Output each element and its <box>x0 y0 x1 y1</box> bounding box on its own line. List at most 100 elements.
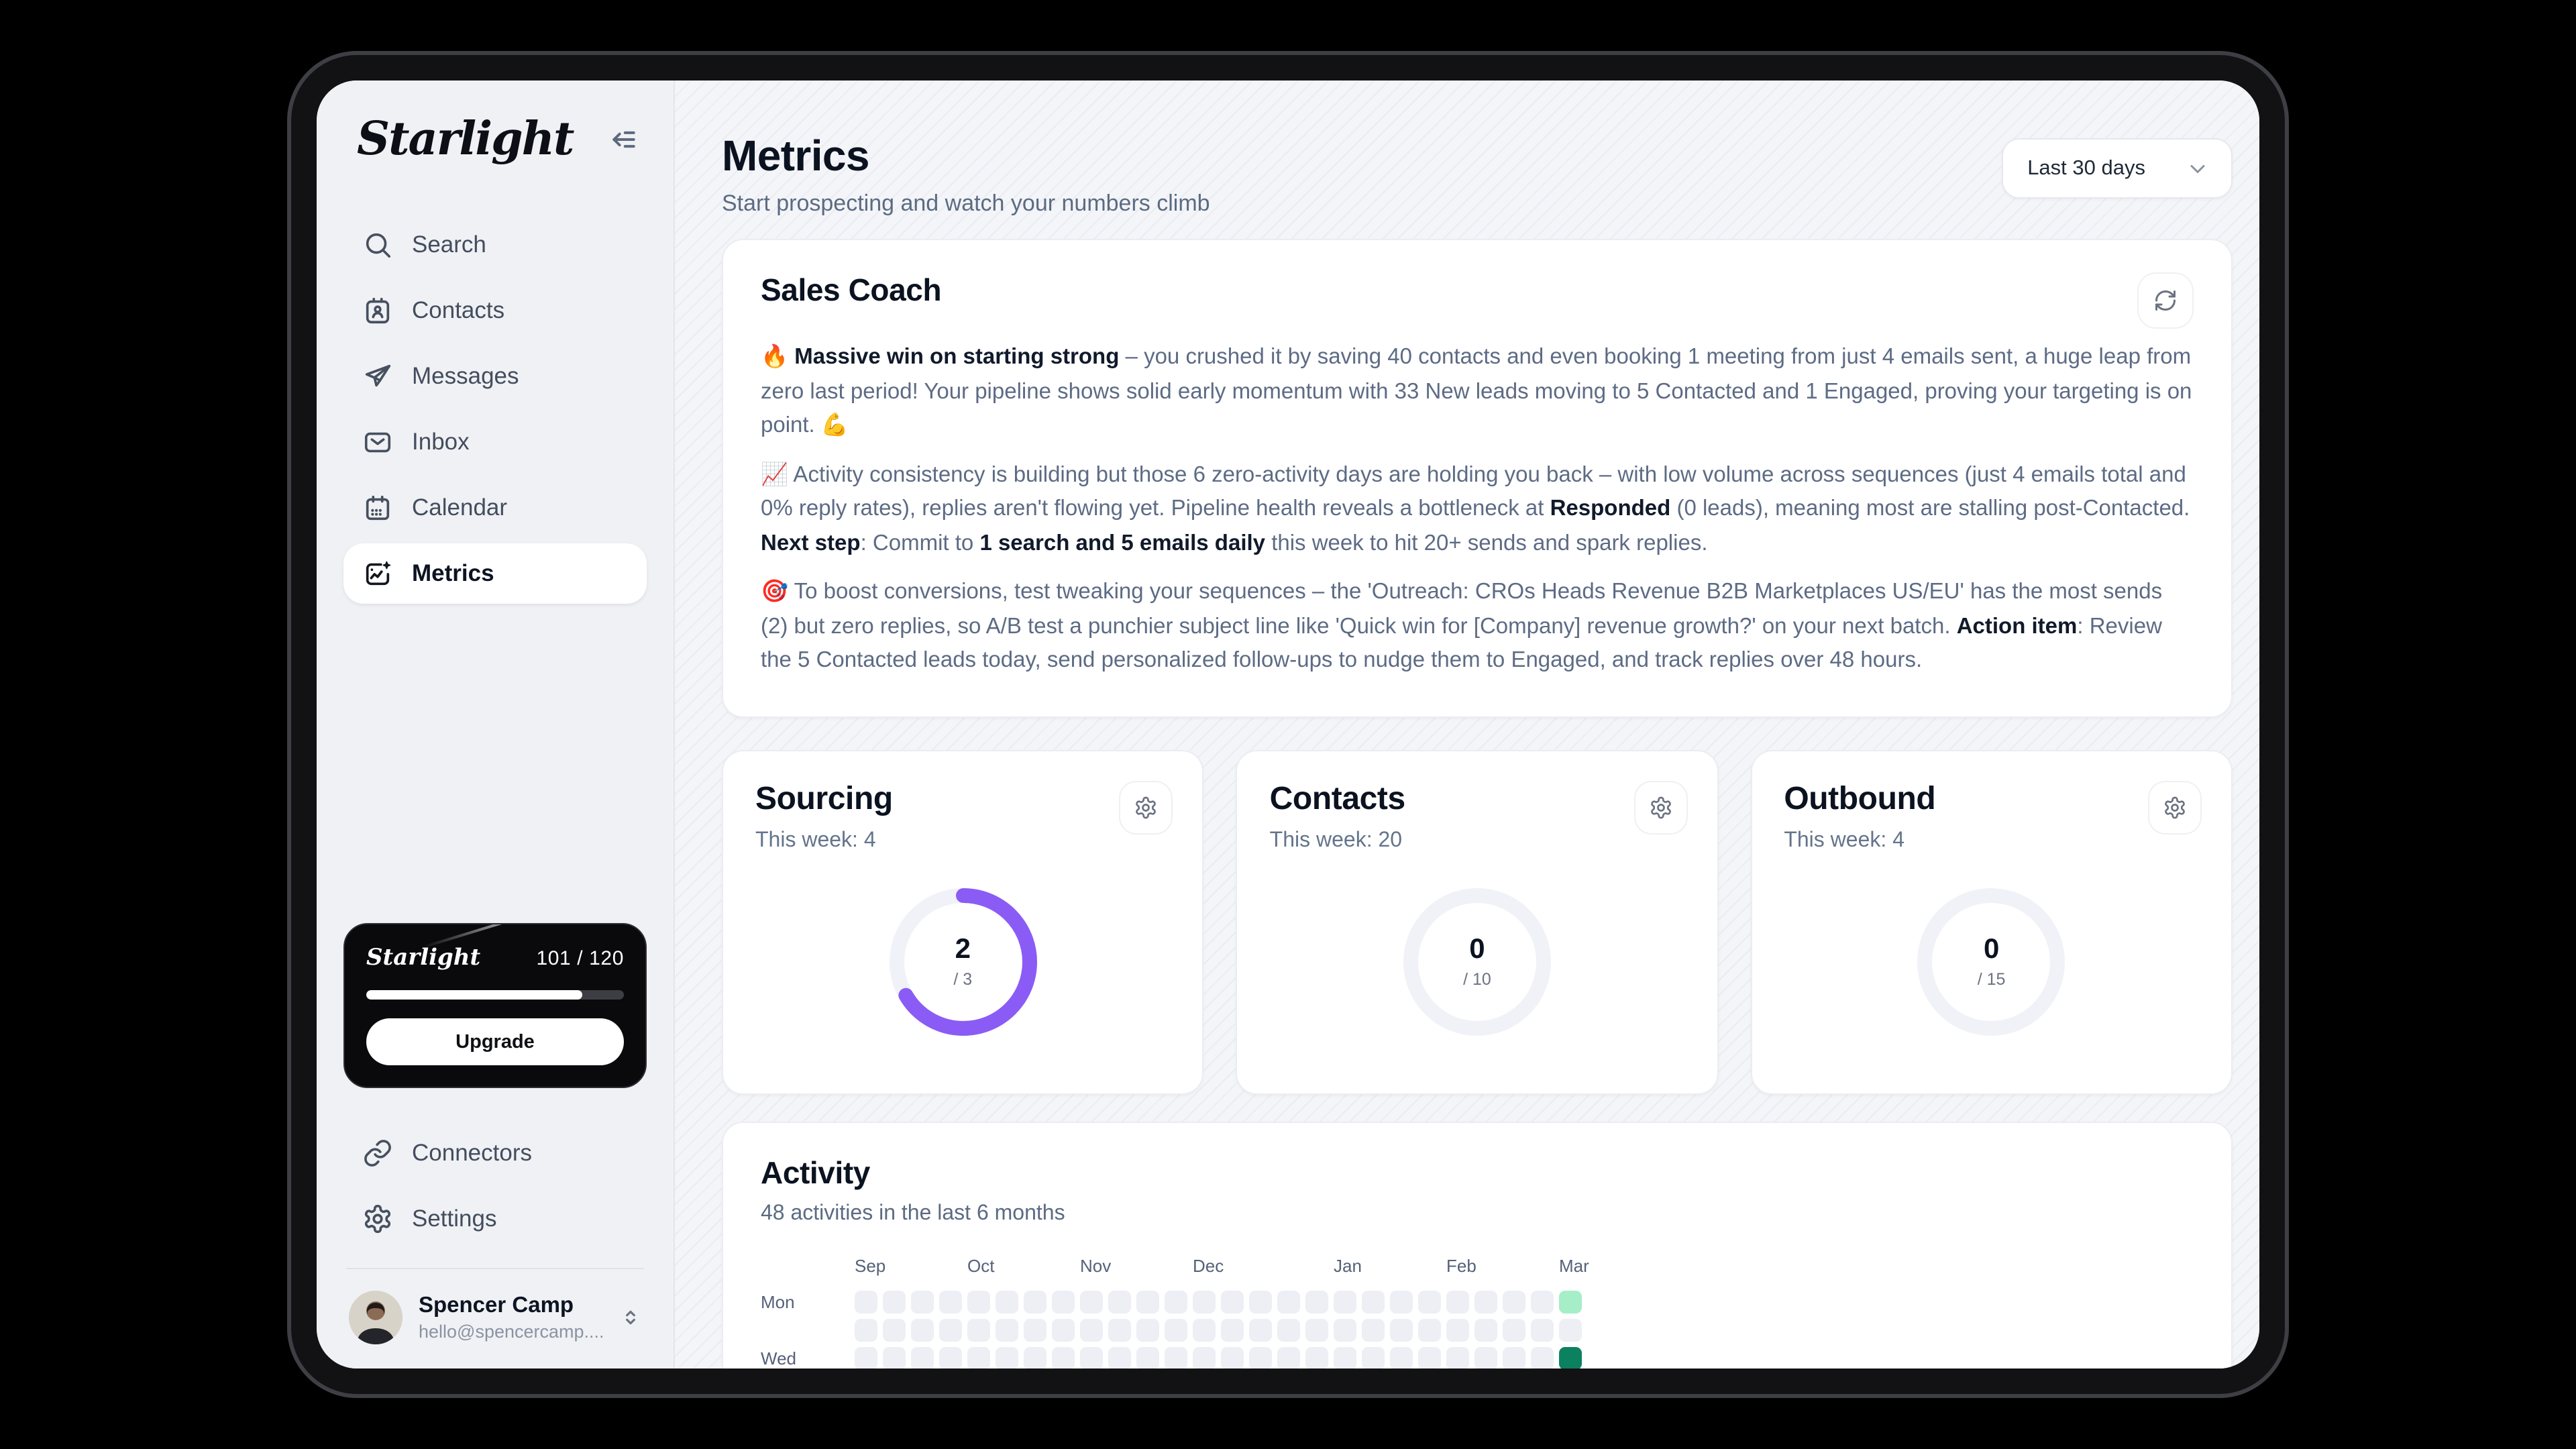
heatmap-cell <box>939 1290 962 1313</box>
refresh-button[interactable] <box>2137 272 2194 329</box>
card-settings-button[interactable] <box>1633 780 1688 834</box>
heatmap-cell <box>996 1346 1018 1368</box>
sidebar-item-label: Calendar <box>412 494 508 521</box>
heatmap-cell <box>1390 1318 1413 1341</box>
heatmap-cell <box>1052 1318 1075 1341</box>
refresh-icon <box>2153 288 2178 313</box>
heatmap-cell <box>1305 1318 1328 1341</box>
heatmap-cell <box>1136 1290 1159 1313</box>
sidebar-item-label: Metrics <box>412 559 494 586</box>
activity-heatmap: SepOctNovDecJanFebMarMonWedFri <box>761 1255 2194 1368</box>
heatmap-row: Mon <box>761 1290 2194 1313</box>
sidebar-item-search[interactable]: Search <box>343 215 647 275</box>
sidebar-item-contacts[interactable]: Contacts <box>343 280 647 341</box>
metric-subtitle: This week: 4 <box>755 828 876 851</box>
activity-subtitle: 48 activities in the last 6 months <box>761 1201 1065 1224</box>
heatmap-cell <box>1080 1318 1103 1341</box>
progress-ring: 2 / 3 <box>889 888 1037 1035</box>
heatmap-cell <box>939 1346 962 1368</box>
upgrade-button[interactable]: Upgrade <box>366 1018 624 1065</box>
progress-ring: 0 / 15 <box>1917 888 2065 1035</box>
sidebar-item-label: Search <box>412 231 486 258</box>
metric-subtitle: This week: 20 <box>1269 828 1403 851</box>
coach-paragraph: 🎯 To boost conversions, test tweaking yo… <box>761 580 2163 672</box>
ring-total: / 10 <box>1463 970 1491 989</box>
heatmap-cell <box>1249 1346 1272 1368</box>
card-settings-button[interactable] <box>1119 780 1173 834</box>
card-settings-button[interactable] <box>2147 780 2202 834</box>
heatmap-cell <box>1418 1346 1441 1368</box>
date-range-select[interactable]: Last 30 days <box>2002 138 2233 199</box>
sidebar-item-label: Messages <box>412 362 519 389</box>
sidebar-item-settings[interactable]: Settings <box>343 1189 647 1249</box>
sidebar: Starlight Search <box>317 80 675 1368</box>
heatmap-cell <box>1446 1346 1469 1368</box>
ring-total: / 3 <box>953 970 973 989</box>
avatar <box>349 1291 402 1344</box>
heatmap-cell <box>1277 1318 1300 1341</box>
sourcing-card: Sourcing This week: 4 <box>722 749 1204 1094</box>
heatmap-cell <box>1108 1318 1131 1341</box>
heatmap-cell <box>1334 1290 1356 1313</box>
heatmap-cell <box>1334 1318 1356 1341</box>
heatmap-cell <box>911 1346 934 1368</box>
metric-title: Sourcing <box>755 780 893 816</box>
coach-paragraph: 📈 Activity consistency is building but t… <box>761 462 2190 555</box>
user-name: Spencer Camp <box>419 1293 574 1318</box>
month-label: Sep <box>855 1255 886 1275</box>
activity-title: Activity <box>761 1155 870 1189</box>
usage-card-logo: Starlight <box>366 945 481 971</box>
gear-icon <box>2163 795 2187 819</box>
month-label: Jan <box>1334 1255 1362 1275</box>
user-email: hello@spencercamp.... <box>419 1322 604 1342</box>
metric-title: Outbound <box>1784 780 1936 816</box>
day-label <box>761 1318 849 1341</box>
heatmap-cell <box>1531 1318 1554 1341</box>
sidebar-item-label: Settings <box>412 1205 497 1232</box>
user-menu[interactable]: Spencer Camp hello@spencercamp.... <box>343 1285 647 1344</box>
sidebar-collapse-icon[interactable] <box>609 125 639 154</box>
outbound-card: Outbound This week: 4 <box>1750 749 2233 1094</box>
gear-icon <box>1648 795 1672 819</box>
sales-coach-title: Sales Coach <box>761 272 942 307</box>
chevrons-up-down-icon <box>620 1307 641 1328</box>
sidebar-item-metrics[interactable]: Metrics <box>343 543 647 604</box>
metrics-chart-icon <box>362 558 393 589</box>
app-logo: Starlight <box>357 113 574 166</box>
main-content: Metrics Start prospecting and watch your… <box>675 80 2259 1368</box>
day-label: Wed <box>761 1348 796 1368</box>
gear-icon <box>1134 795 1159 819</box>
sidebar-item-messages[interactable]: Messages <box>343 346 647 407</box>
gear-icon <box>362 1203 393 1234</box>
usage-progress-track <box>366 990 624 1000</box>
activity-card: Activity 48 activities in the last 6 mon… <box>722 1121 2233 1368</box>
heatmap-cell <box>855 1290 877 1313</box>
primary-nav: Search Contacts <box>343 215 647 604</box>
sidebar-item-connectors[interactable]: Connectors <box>343 1123 647 1183</box>
sidebar-item-calendar[interactable]: Calendar <box>343 478 647 538</box>
sidebar-item-inbox[interactable]: Inbox <box>343 412 647 472</box>
page-title: Metrics <box>722 131 870 180</box>
heatmap-cell <box>1249 1318 1272 1341</box>
metric-title: Contacts <box>1269 780 1406 816</box>
heatmap-cell <box>855 1346 877 1368</box>
heatmap-row: Wed <box>761 1346 2194 1368</box>
heatmap-cell <box>1193 1346 1216 1368</box>
sales-coach-card: Sales Coach 🔥 Massive win on starting st… <box>722 239 2233 717</box>
heatmap-cell <box>1559 1290 1582 1313</box>
date-range-value: Last 30 days <box>2027 156 2145 179</box>
month-label: Dec <box>1193 1255 1224 1275</box>
heatmap-cell <box>1390 1290 1413 1313</box>
heatmap-cell <box>1165 1290 1187 1313</box>
heatmap-cell <box>1418 1290 1441 1313</box>
heatmap-cell <box>1362 1346 1385 1368</box>
link-icon <box>362 1138 393 1169</box>
heatmap-cell <box>1446 1318 1469 1341</box>
month-label: Mar <box>1559 1255 1589 1275</box>
metric-cards-row: Sourcing This week: 4 <box>722 749 2233 1094</box>
heatmap-cell <box>1503 1346 1525 1368</box>
heatmap-cell <box>883 1318 906 1341</box>
heatmap-cell <box>1108 1346 1131 1368</box>
heatmap-cell <box>1277 1290 1300 1313</box>
